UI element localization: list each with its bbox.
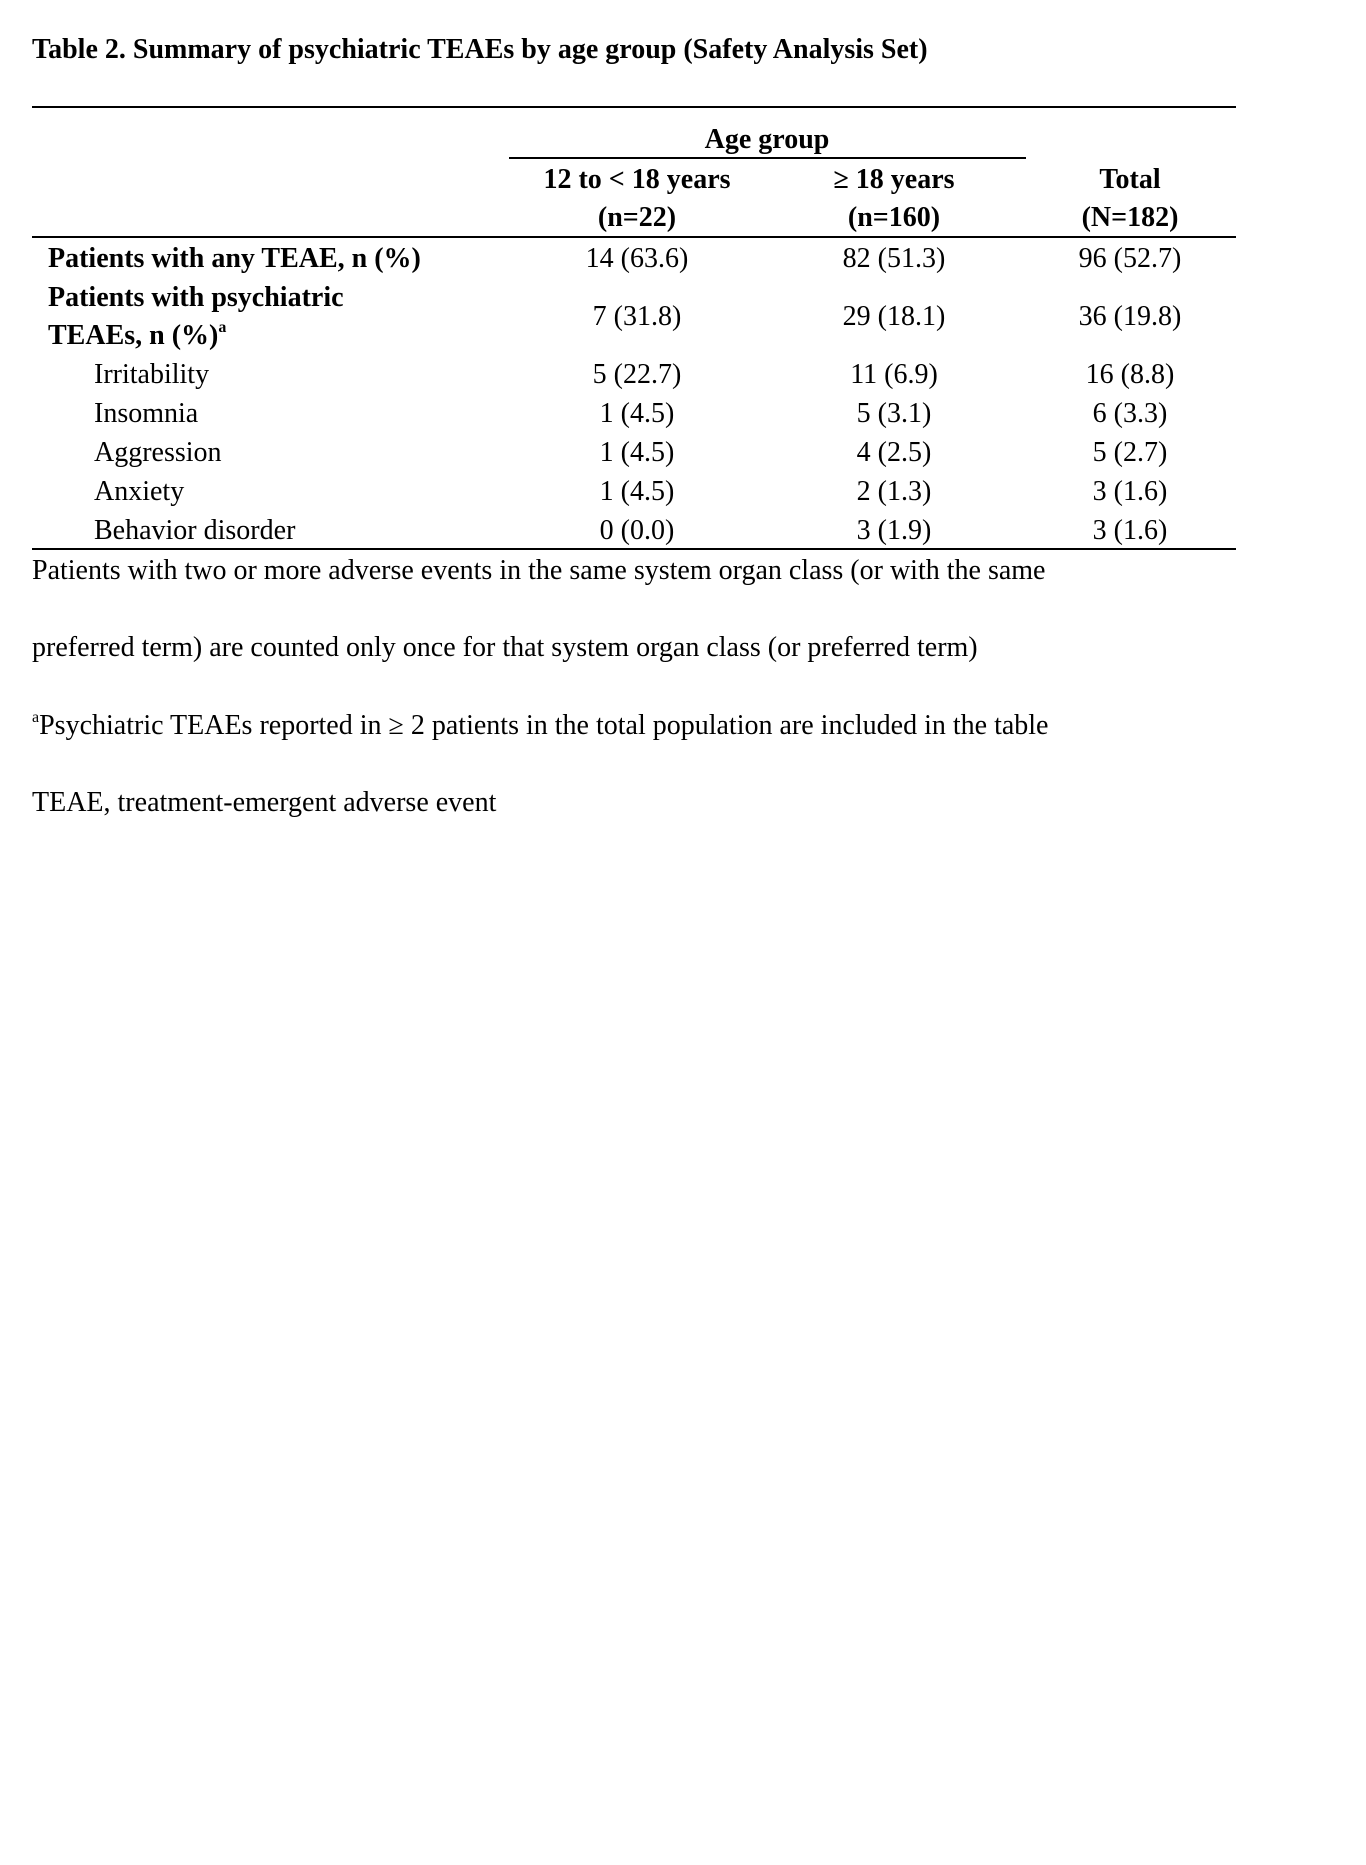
spanner-age-group: Age group bbox=[704, 124, 830, 155]
table-title: Table 2. Summary of psychiatric TEAEs by… bbox=[32, 34, 928, 65]
row-label-line2: TEAEs, n (%)a bbox=[48, 319, 227, 351]
row-label: Insomnia bbox=[94, 398, 199, 429]
cell: 2 (1.3) bbox=[856, 476, 932, 507]
row-label: Patients with psychiatric bbox=[48, 282, 344, 313]
cell: 1 (4.5) bbox=[599, 476, 675, 507]
col-n-18plus: (n=160) bbox=[847, 202, 941, 233]
cell: 4 (2.5) bbox=[856, 437, 932, 468]
cell: 0 (0.0) bbox=[599, 515, 675, 546]
cell: 11 (6.9) bbox=[850, 359, 938, 390]
cell: 5 (2.7) bbox=[1092, 437, 1168, 468]
cell: 5 (3.1) bbox=[856, 398, 932, 429]
footnote-1: Patients with two or more adverse events… bbox=[32, 555, 1046, 586]
cell: 6 (3.3) bbox=[1092, 398, 1168, 429]
col-n-total: (N=182) bbox=[1081, 202, 1179, 233]
row-label: Anxiety bbox=[94, 476, 185, 507]
cell: 7 (31.8) bbox=[592, 301, 682, 332]
cell: 36 (19.8) bbox=[1078, 301, 1182, 332]
footnote-2: preferred term) are counted only once fo… bbox=[32, 632, 978, 663]
col-header-12-18: 12 to < 18 years bbox=[543, 164, 731, 195]
footnote-marker: a bbox=[218, 319, 227, 336]
footnote-4: TEAE, treatment-emergent adverse event bbox=[32, 787, 497, 818]
header-rule bbox=[32, 236, 1236, 238]
cell: 82 (51.3) bbox=[842, 243, 946, 274]
bottom-rule bbox=[32, 548, 1236, 550]
cell: 3 (1.6) bbox=[1092, 476, 1168, 507]
cell: 1 (4.5) bbox=[599, 398, 675, 429]
col-header-18plus: ≥ 18 years bbox=[833, 164, 955, 195]
footnote-3: aPsychiatric TEAEs reported in ≥ 2 patie… bbox=[32, 709, 1049, 741]
row-label: Aggression bbox=[94, 437, 222, 468]
col-header-total: Total bbox=[1099, 164, 1161, 195]
spanner-rule bbox=[509, 157, 1026, 159]
cell: 3 (1.6) bbox=[1092, 515, 1168, 546]
cell: 3 (1.9) bbox=[856, 515, 932, 546]
footnote-marker: a bbox=[32, 709, 40, 726]
row-label: Irritability bbox=[94, 359, 210, 390]
cell: 96 (52.7) bbox=[1078, 243, 1182, 274]
cell: 14 (63.6) bbox=[585, 243, 689, 274]
cell: 29 (18.1) bbox=[842, 301, 946, 332]
col-n-12-18: (n=22) bbox=[597, 202, 677, 233]
row-label: Patients with any TEAE, n (%) bbox=[48, 243, 421, 274]
row-label: Behavior disorder bbox=[94, 515, 296, 546]
cell: 1 (4.5) bbox=[599, 437, 675, 468]
cell: 16 (8.8) bbox=[1085, 359, 1175, 390]
top-rule bbox=[32, 106, 1236, 108]
cell: 5 (22.7) bbox=[592, 359, 682, 390]
